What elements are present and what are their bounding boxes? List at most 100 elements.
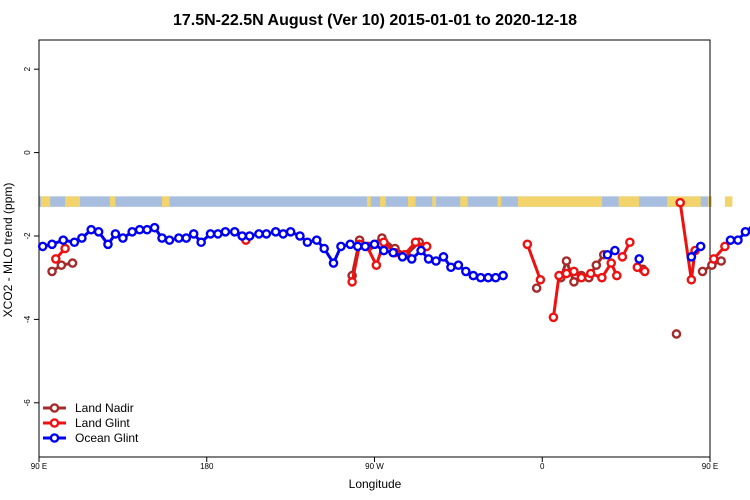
data-point (127, 227, 137, 237)
data-point (237, 231, 247, 241)
data-point (149, 222, 160, 233)
ocean-band (39, 196, 710, 207)
data-point (548, 312, 559, 323)
data-point (205, 229, 216, 239)
data-point (37, 241, 48, 252)
data-point (453, 260, 464, 270)
data-point (157, 233, 167, 243)
data-point (261, 229, 272, 239)
data-point (634, 254, 644, 264)
y-tick-label: -4 (23, 315, 32, 323)
land-band-segment (109, 196, 116, 207)
data-point (188, 229, 199, 239)
data-point (319, 243, 329, 254)
data-point (302, 237, 313, 248)
legend-item: Land Glint (43, 416, 130, 430)
data-point (591, 260, 602, 270)
land-band-segment (497, 196, 502, 207)
data-point (639, 266, 650, 277)
data-point (597, 272, 607, 283)
series-line (678, 202, 697, 282)
data-point (716, 256, 726, 266)
data-point (671, 329, 682, 339)
data-point (423, 254, 434, 264)
data-point (336, 241, 346, 252)
data-point (47, 266, 57, 277)
legend-item: Ocean Glint (43, 431, 139, 445)
chart-title: 17.5N-22.5N August (Ver 10) 2015-01-01 t… (173, 12, 577, 29)
data-point (576, 272, 587, 283)
data-point (93, 227, 104, 237)
land-band-segment (40, 196, 51, 207)
data-point (58, 235, 69, 245)
data-point (388, 247, 398, 258)
data-point (490, 272, 501, 283)
land-band-segment (518, 196, 602, 207)
data-point (360, 241, 370, 252)
data-point (625, 237, 635, 248)
land-band-segment (460, 196, 468, 207)
data-point (213, 229, 223, 239)
data-point (610, 245, 620, 256)
data-point (569, 266, 579, 277)
data-point (554, 270, 564, 281)
land-band-segment (380, 196, 386, 207)
x-tick-label: 180 (200, 462, 214, 471)
data-point (695, 241, 706, 252)
legend-label: Land Glint (75, 416, 130, 430)
data-point (369, 239, 380, 250)
data-point (50, 254, 61, 264)
series-line (525, 243, 542, 281)
data-point (606, 258, 617, 268)
land-band-segment (162, 196, 170, 207)
data-point (371, 260, 382, 270)
data-point (379, 237, 389, 248)
data-point (733, 235, 743, 245)
data-point (278, 229, 288, 239)
data-point (410, 237, 421, 248)
data-point (103, 239, 113, 250)
data-point (561, 268, 572, 279)
data-point (47, 239, 57, 250)
data-point (483, 272, 493, 283)
data-point (220, 227, 231, 237)
x-axis-label: Longitude (349, 477, 402, 491)
x-tick-label: 90 E (31, 462, 47, 471)
data-point (311, 235, 322, 245)
data-point (446, 262, 456, 273)
data-point (345, 239, 356, 250)
data-point (475, 272, 486, 283)
land-band-segment (432, 196, 437, 207)
land-band-segment (65, 196, 81, 207)
series-land-glint (50, 197, 730, 323)
data-point (60, 243, 70, 254)
data-point (498, 270, 508, 281)
land-band-segment (408, 196, 416, 207)
data-point (244, 231, 255, 241)
data-point (720, 241, 730, 252)
y-tick-label: -2 (23, 232, 32, 240)
land-band-segment (724, 196, 733, 207)
data-point (56, 260, 67, 270)
data-point (535, 274, 546, 285)
data-point (181, 233, 192, 243)
data-point (118, 233, 128, 243)
data-point (686, 274, 697, 285)
data-point (461, 266, 471, 277)
series-ocean-glint (37, 222, 750, 283)
data-point (110, 229, 121, 239)
data-point (67, 258, 78, 268)
data-point (531, 283, 542, 293)
data-point (585, 268, 596, 279)
legend-label: Land Nadir (75, 401, 134, 415)
data-point (285, 227, 296, 237)
data-point (561, 256, 572, 266)
land-band-segment (367, 196, 371, 207)
y-tick-label: 0 (23, 150, 32, 155)
data-point (86, 224, 96, 235)
land-band-segment (618, 196, 640, 207)
data-point (468, 270, 479, 281)
